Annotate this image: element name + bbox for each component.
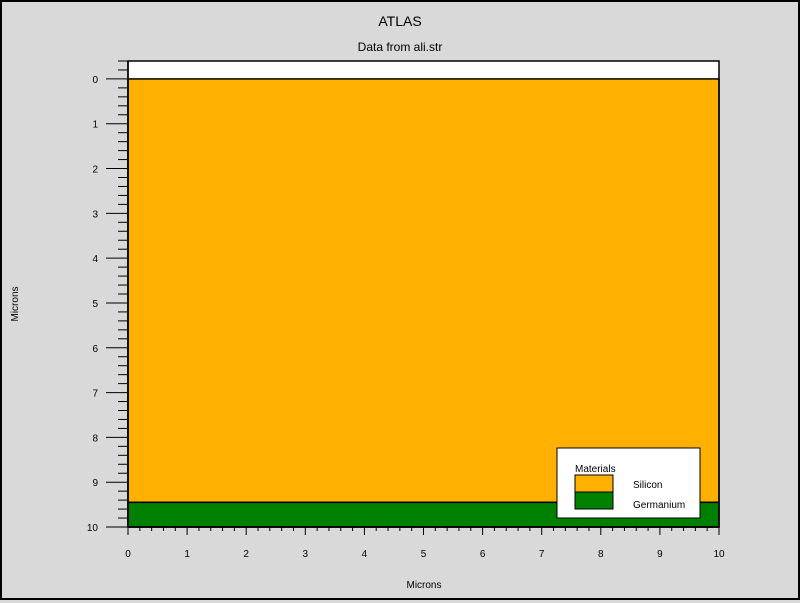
x-tick-label: 0 — [125, 549, 131, 560]
y-tick-label: 9 — [92, 478, 98, 489]
x-tick-label: 4 — [362, 549, 368, 560]
region-silicon — [127, 78, 720, 504]
y-axis: 0 1 2 3 4 5 6 7 8 9 10 — [87, 60, 129, 534]
x-tick-label: 8 — [598, 549, 604, 560]
legend-title: Materials — [575, 464, 616, 475]
x-tick-label: 10 — [713, 549, 725, 560]
legend-swatch-germanium — [574, 491, 614, 510]
x-tick-label: 2 — [243, 549, 249, 560]
chart-subtitle: Data from ali.str — [358, 40, 443, 54]
chart-title: ATLAS — [378, 13, 421, 29]
y-tick-label: 8 — [92, 433, 98, 444]
y-tick-label: 5 — [92, 299, 98, 310]
legend: Materials Silicon Germanium — [556, 447, 701, 519]
x-tick-label: 7 — [539, 549, 545, 560]
y-tick-label: 4 — [92, 254, 98, 265]
legend-label-silicon: Silicon — [633, 480, 662, 491]
plot-area — [127, 60, 720, 528]
legend-label-germanium: Germanium — [633, 500, 685, 511]
x-tick-label: 5 — [421, 549, 427, 560]
x-tick-label: 3 — [303, 549, 309, 560]
y-tick-label: 3 — [92, 209, 98, 220]
y-tick-label: 6 — [92, 344, 98, 355]
y-tick-label: 2 — [92, 165, 98, 176]
x-axis-label: Microns — [406, 580, 441, 591]
y-tick-label: 0 — [92, 75, 98, 86]
y-tick-label: 10 — [87, 523, 99, 534]
x-tick-label: 6 — [480, 549, 486, 560]
legend-swatch-silicon — [574, 474, 614, 493]
x-tick-label: 1 — [184, 549, 190, 560]
y-axis-label: Microns — [10, 286, 21, 321]
x-tick-label: 9 — [657, 549, 663, 560]
y-tick-label: 7 — [92, 389, 98, 400]
y-tick-label: 1 — [92, 120, 98, 131]
x-axis: 0 1 2 3 4 5 6 7 8 9 10 — [125, 526, 725, 560]
